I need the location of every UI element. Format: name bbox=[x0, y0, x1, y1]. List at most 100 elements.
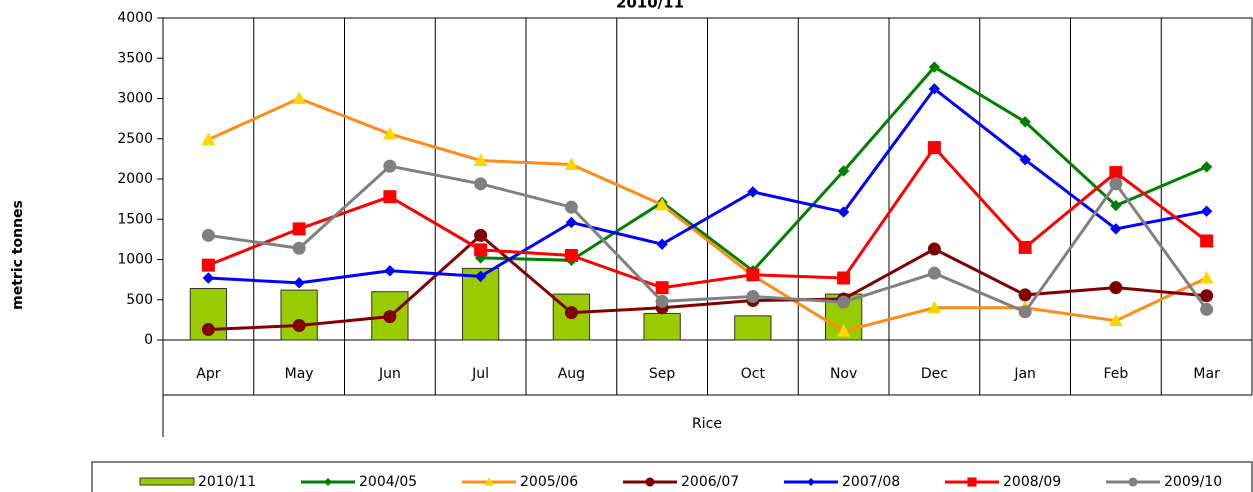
legend-marker bbox=[807, 478, 815, 486]
line-marker bbox=[1200, 205, 1213, 217]
legend-label: 2010/11 bbox=[198, 474, 256, 490]
legend-marker bbox=[1128, 477, 1138, 487]
line-marker bbox=[655, 197, 669, 211]
line-marker bbox=[837, 165, 850, 177]
x-tick-label: Oct bbox=[741, 366, 766, 382]
y-axis-title: metric tonnes bbox=[10, 200, 26, 310]
line-marker bbox=[383, 159, 397, 173]
x-tick-label: Aug bbox=[558, 366, 585, 382]
line-marker bbox=[564, 306, 578, 320]
x-tick-label: Mar bbox=[1193, 366, 1220, 382]
line-marker bbox=[1109, 313, 1123, 327]
line-marker bbox=[1200, 234, 1214, 248]
line-marker bbox=[927, 242, 941, 256]
line-marker bbox=[746, 290, 760, 304]
y-tick-label: 1000 bbox=[117, 252, 153, 268]
line-marker bbox=[474, 243, 488, 257]
y-tick-label: 500 bbox=[126, 292, 153, 308]
x-tick-label: Jan bbox=[1013, 366, 1036, 382]
y-tick-label: 4000 bbox=[117, 10, 153, 26]
legend-label: 2007/08 bbox=[842, 474, 900, 490]
line-marker bbox=[292, 91, 306, 104]
legend-label: 2006/07 bbox=[681, 474, 739, 490]
line-marker bbox=[747, 186, 759, 198]
line-marker bbox=[383, 126, 397, 140]
line-marker bbox=[201, 258, 215, 272]
x-tick-label: Sep bbox=[649, 366, 676, 382]
legend-box bbox=[91, 461, 1253, 492]
line-marker bbox=[292, 319, 306, 333]
legend-label: 2004/05 bbox=[359, 474, 417, 490]
line-marker bbox=[473, 153, 488, 166]
legend-label: 2009/10 bbox=[1164, 474, 1222, 490]
legend-marker bbox=[967, 477, 977, 487]
line-marker bbox=[565, 216, 578, 229]
line-marker bbox=[1199, 270, 1214, 284]
line-marker bbox=[655, 294, 669, 308]
bar bbox=[734, 315, 772, 341]
line-marker bbox=[837, 206, 850, 218]
line-marker bbox=[837, 295, 851, 309]
x-tick-label: Jul bbox=[471, 366, 489, 382]
line bbox=[208, 86, 1207, 285]
line-marker bbox=[837, 271, 851, 285]
line-marker bbox=[927, 141, 941, 155]
x-tick-label: Dec bbox=[921, 366, 948, 382]
line bbox=[208, 233, 1207, 332]
line-marker bbox=[1200, 289, 1214, 303]
line-marker bbox=[1018, 288, 1032, 302]
line-marker bbox=[927, 266, 941, 280]
legend-label: 2008/09 bbox=[1003, 474, 1061, 490]
line bbox=[207, 96, 1208, 333]
y-tick-label: 2500 bbox=[117, 131, 153, 147]
bar bbox=[643, 312, 681, 341]
line-marker bbox=[201, 132, 216, 146]
line-marker bbox=[1110, 223, 1122, 235]
line-marker bbox=[474, 177, 488, 191]
line-marker bbox=[928, 61, 941, 73]
line bbox=[208, 164, 1208, 314]
group-label: Rice bbox=[692, 416, 722, 432]
line-marker bbox=[292, 222, 306, 236]
line-marker bbox=[1109, 166, 1123, 180]
y-tick-label: 2000 bbox=[117, 171, 153, 187]
line-marker bbox=[1110, 199, 1122, 212]
bar bbox=[280, 289, 318, 341]
line-marker bbox=[1019, 116, 1031, 128]
legend-marker bbox=[645, 477, 655, 487]
legend-marker bbox=[484, 477, 494, 486]
line-marker bbox=[383, 310, 397, 324]
line bbox=[207, 145, 1208, 290]
line-marker bbox=[384, 265, 396, 277]
line-marker bbox=[928, 83, 941, 95]
line-marker bbox=[564, 248, 578, 262]
x-tick-label: Jun bbox=[378, 366, 401, 382]
line-marker bbox=[564, 157, 579, 171]
line-marker bbox=[202, 272, 215, 284]
line-marker bbox=[1019, 153, 1031, 166]
y-tick-label: 1500 bbox=[117, 211, 153, 227]
y-tick-label: 3000 bbox=[117, 91, 153, 107]
line-marker bbox=[1109, 177, 1123, 191]
line-marker bbox=[1109, 281, 1123, 295]
line-marker bbox=[564, 200, 578, 214]
x-tick-label: Nov bbox=[830, 366, 857, 382]
line-marker bbox=[201, 228, 215, 242]
y-tick-label: 3500 bbox=[117, 50, 153, 66]
line-marker bbox=[656, 238, 668, 250]
line-marker bbox=[927, 300, 942, 314]
x-tick-label: May bbox=[285, 366, 314, 382]
line-marker bbox=[1018, 240, 1032, 254]
line-marker bbox=[474, 270, 487, 283]
legend-marker bbox=[324, 478, 332, 486]
line-marker bbox=[655, 281, 669, 295]
line-marker bbox=[293, 277, 305, 289]
line-marker bbox=[1200, 161, 1213, 173]
line-marker bbox=[836, 324, 851, 337]
line-marker bbox=[746, 268, 760, 282]
line-marker bbox=[1018, 305, 1032, 319]
legend-label: 2005/06 bbox=[520, 474, 578, 490]
line-marker bbox=[201, 323, 215, 337]
line-marker bbox=[383, 190, 397, 204]
